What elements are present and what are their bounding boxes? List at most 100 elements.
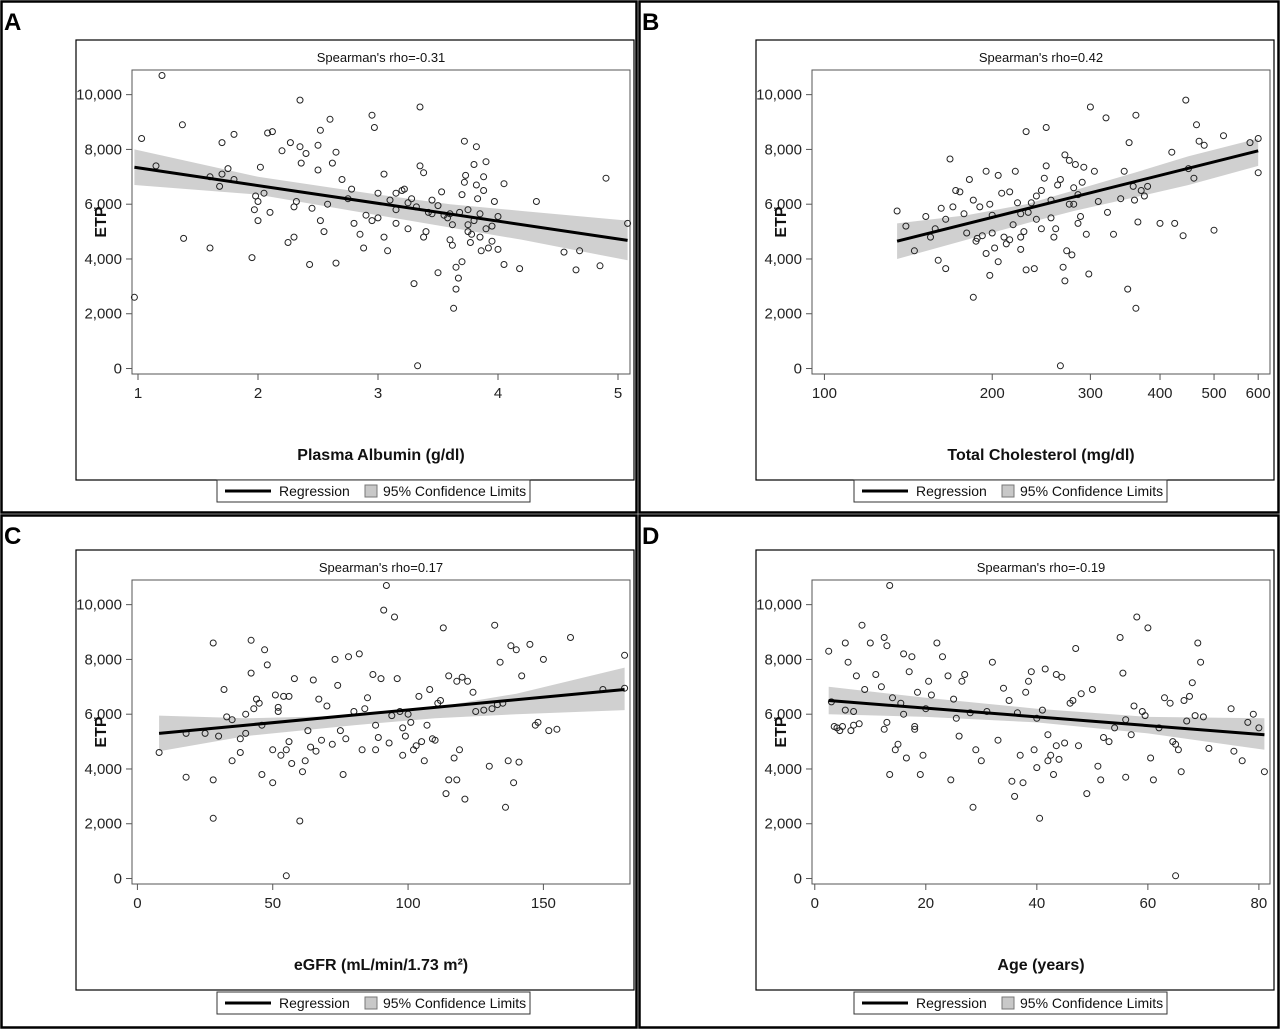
data-point (302, 150, 310, 157)
data-point (516, 265, 524, 273)
y-tick-label: 10,000 (76, 87, 122, 104)
data-point (460, 178, 468, 186)
data-point (242, 729, 250, 737)
data-point (1085, 270, 1093, 278)
data-point (380, 606, 388, 614)
data-point (271, 691, 279, 699)
data-point (998, 189, 1006, 197)
data-point (392, 189, 400, 197)
data-point (1220, 132, 1227, 140)
data-point (1052, 225, 1060, 233)
data-point (956, 188, 964, 196)
data-point (216, 182, 224, 190)
data-point (472, 708, 480, 715)
data-point (1133, 613, 1141, 621)
axes-box (811, 579, 1271, 885)
data-point (470, 161, 478, 168)
data-point (994, 171, 1002, 179)
data-point (515, 758, 523, 766)
data-point (1072, 645, 1080, 652)
data-point (1030, 746, 1038, 754)
data-point (209, 639, 217, 647)
panel-label: B (642, 9, 659, 36)
data-point (1177, 768, 1185, 776)
data-point (224, 165, 232, 173)
data-point (268, 128, 276, 136)
legend-ci-swatch (364, 484, 378, 498)
data-point (1065, 200, 1073, 208)
data-point (512, 646, 520, 654)
data-point (910, 247, 918, 255)
axes-box (811, 69, 1271, 375)
data-point (952, 187, 960, 194)
data-point (1102, 114, 1110, 122)
data-point (315, 695, 323, 703)
data-point (1144, 624, 1152, 632)
data-point (332, 259, 340, 267)
data-point (334, 681, 342, 689)
data-point (328, 159, 336, 167)
data-point (1182, 96, 1190, 104)
data-point (374, 734, 382, 741)
data-point (1014, 199, 1021, 207)
data-point (277, 751, 285, 759)
data-point (1047, 751, 1055, 759)
data-point (464, 221, 472, 229)
data-point (360, 244, 368, 252)
data-point (1120, 167, 1128, 175)
x-tick-label: 2 (254, 385, 262, 402)
data-point (282, 872, 290, 880)
data-point (152, 162, 160, 170)
data-point (269, 746, 277, 754)
data-point (841, 706, 849, 714)
data-point (422, 228, 430, 236)
data-point (320, 228, 328, 236)
x-tick-label: 5 (614, 385, 622, 402)
data-point (991, 244, 999, 252)
data-point (1172, 872, 1180, 880)
data-point (1027, 199, 1035, 207)
legend-regression-label: Regression (916, 995, 987, 1011)
data-point (484, 244, 492, 252)
data-point (934, 256, 942, 264)
legend-ci-label: 95% Confidence Limits (1020, 995, 1163, 1011)
data-point (362, 211, 370, 219)
data-point (963, 229, 971, 237)
data-point (1033, 764, 1041, 772)
regression-line (158, 688, 625, 735)
data-point (894, 740, 902, 748)
data-point (1086, 103, 1094, 111)
data-point (316, 217, 324, 225)
y-tick-label: 0 (114, 361, 122, 378)
data-point (545, 727, 553, 735)
data-point (624, 219, 632, 227)
data-point (206, 244, 214, 252)
data-point (155, 749, 163, 756)
legend: Regression 95% Confidence Limits (216, 991, 531, 1015)
data-point (399, 751, 407, 759)
data-point (877, 683, 885, 691)
x-tick-label: 80 (1251, 895, 1268, 912)
data-point (393, 675, 401, 683)
data-point (369, 671, 377, 678)
data-point (1140, 192, 1148, 200)
y-tick-label: 0 (794, 871, 802, 888)
data-point (1078, 178, 1086, 186)
data-point (178, 121, 186, 129)
data-point (900, 650, 908, 658)
data-point (377, 675, 385, 683)
data-point (385, 739, 393, 747)
data-point (408, 195, 416, 203)
chart-title: Spearman's rho=0.42 (979, 50, 1103, 65)
y-axis-label: ETP (93, 206, 110, 237)
data-point (572, 266, 580, 274)
data-point (1094, 762, 1102, 770)
data-point (209, 776, 217, 784)
data-point (382, 582, 390, 589)
data-point (1061, 277, 1069, 285)
data-point (1020, 228, 1028, 236)
data-point (994, 258, 1002, 266)
data-point (1074, 219, 1082, 227)
data-point (285, 738, 293, 746)
data-point (1255, 724, 1263, 732)
